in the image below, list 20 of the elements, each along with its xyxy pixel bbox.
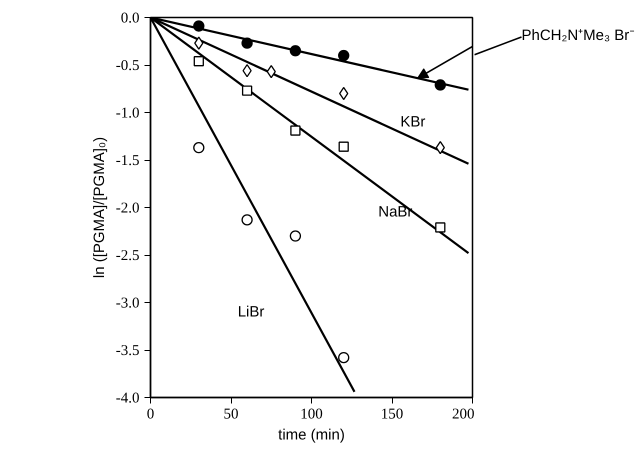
text: LiBr [238,304,264,321]
y-tick-label: -1.5 [116,153,140,169]
series-label: NaBr [378,203,412,220]
x-axis-title: time (min) [278,426,345,444]
y-tick-label: -4.0 [116,390,140,406]
text: PhCH₂N⁺Me₃ Br⁻ [522,26,634,44]
y-tick-label: 0.0 [120,10,140,26]
y-tick-label: -1.0 [116,106,140,122]
y-tick-label: -3.5 [116,343,140,359]
y-tick-label: -2.0 [116,200,140,216]
x-tick-label: 200 [452,406,474,422]
series-label: KBr [400,114,426,131]
x-tick-label: 150 [380,406,404,422]
x-tick-label: 0 [146,406,154,422]
x-tick-label: 100 [300,406,323,422]
y-axis-title: ln ([PGMA]/[PGMA]₀) [90,136,108,278]
x-tick-label: 50 [224,406,238,422]
y-tick-label: -0.5 [116,58,140,74]
y-tick-label: -2.5 [116,248,140,264]
y-tick-label: -3.0 [116,296,140,312]
